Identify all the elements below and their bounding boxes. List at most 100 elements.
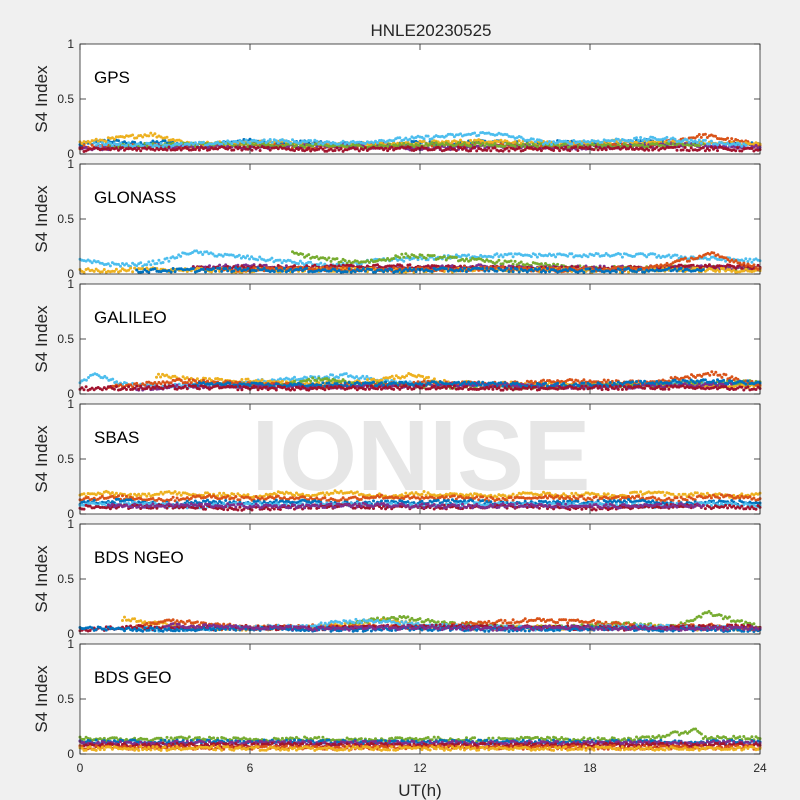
data-point <box>424 256 428 260</box>
data-point <box>155 140 159 144</box>
data-point <box>274 266 278 270</box>
data-point <box>236 141 240 145</box>
data-point <box>390 145 394 149</box>
data-point <box>240 148 244 152</box>
data-point <box>742 261 746 265</box>
data-point <box>687 149 691 153</box>
data-point <box>454 149 458 153</box>
data-point <box>404 252 408 256</box>
data-point <box>701 268 705 272</box>
data-point <box>556 146 560 150</box>
data-point <box>489 149 493 153</box>
data-point <box>274 139 278 143</box>
data-point <box>108 141 112 145</box>
data-point <box>333 149 337 152</box>
data-point <box>707 263 711 267</box>
data-point <box>667 253 671 257</box>
data-point <box>618 140 622 144</box>
data-point <box>744 143 748 147</box>
data-point <box>175 256 179 260</box>
data-point <box>147 260 151 264</box>
data-point <box>299 266 303 270</box>
data-point <box>272 270 276 274</box>
data-point <box>256 258 260 262</box>
data-point <box>467 253 471 257</box>
data-point <box>412 145 416 149</box>
data-point <box>157 258 161 262</box>
data-point <box>529 255 533 259</box>
data-point <box>697 144 701 148</box>
data-point <box>92 269 96 273</box>
data-point <box>639 136 643 139</box>
data-point <box>363 269 367 273</box>
data-point <box>509 252 513 256</box>
data-point <box>309 139 313 143</box>
data-point <box>258 149 262 152</box>
data-point <box>141 135 145 139</box>
data-point <box>193 148 197 151</box>
data-point <box>649 145 653 149</box>
data-point <box>738 142 742 146</box>
data-point <box>108 264 112 268</box>
data-point <box>707 142 711 146</box>
panel-label: GLONASS <box>94 188 176 207</box>
data-point <box>515 267 519 271</box>
panel-label: GPS <box>94 68 130 87</box>
data-point <box>442 143 446 147</box>
data-point <box>111 377 115 381</box>
data-point <box>398 136 402 140</box>
data-point <box>716 149 719 153</box>
data-point <box>252 266 256 270</box>
data-point <box>248 141 252 145</box>
data-point <box>473 131 477 135</box>
data-point <box>509 267 513 271</box>
data-point <box>246 254 249 258</box>
data-point <box>683 256 687 260</box>
data-point <box>461 269 464 273</box>
data-point <box>744 257 748 261</box>
data-point <box>173 270 177 274</box>
data-point <box>117 148 120 152</box>
data-point <box>402 259 406 263</box>
data-point <box>179 254 183 258</box>
data-point <box>752 263 756 267</box>
data-point <box>734 259 738 263</box>
data-point <box>90 143 94 147</box>
data-point <box>457 141 460 145</box>
data-point <box>129 266 133 270</box>
data-point <box>212 267 216 270</box>
data-point <box>750 260 754 264</box>
data-point <box>647 148 651 152</box>
data-point <box>539 139 543 143</box>
data-point <box>119 269 122 273</box>
data-point <box>327 256 331 260</box>
data-point <box>531 269 535 273</box>
data-point <box>339 260 343 264</box>
data-point <box>495 252 499 256</box>
data-point <box>220 377 224 381</box>
data-point <box>376 141 379 145</box>
data-point <box>594 145 598 149</box>
data-point <box>163 139 167 143</box>
data-point <box>734 149 738 153</box>
data-point <box>414 270 418 274</box>
data-point <box>363 146 367 150</box>
data-point <box>115 380 119 384</box>
data-point <box>471 141 475 145</box>
data-point <box>511 270 515 274</box>
data-point <box>576 149 580 152</box>
data-point <box>427 375 430 379</box>
data-point <box>726 136 730 140</box>
data-point <box>586 255 590 259</box>
data-point <box>588 145 592 149</box>
data-point <box>637 138 641 142</box>
data-point <box>422 139 426 143</box>
data-point <box>311 142 315 146</box>
data-point <box>655 145 659 149</box>
data-point <box>487 146 491 150</box>
data-point <box>114 267 118 271</box>
data-point <box>477 133 481 137</box>
data-point <box>580 142 584 145</box>
data-point <box>469 138 473 142</box>
data-point <box>408 146 412 149</box>
